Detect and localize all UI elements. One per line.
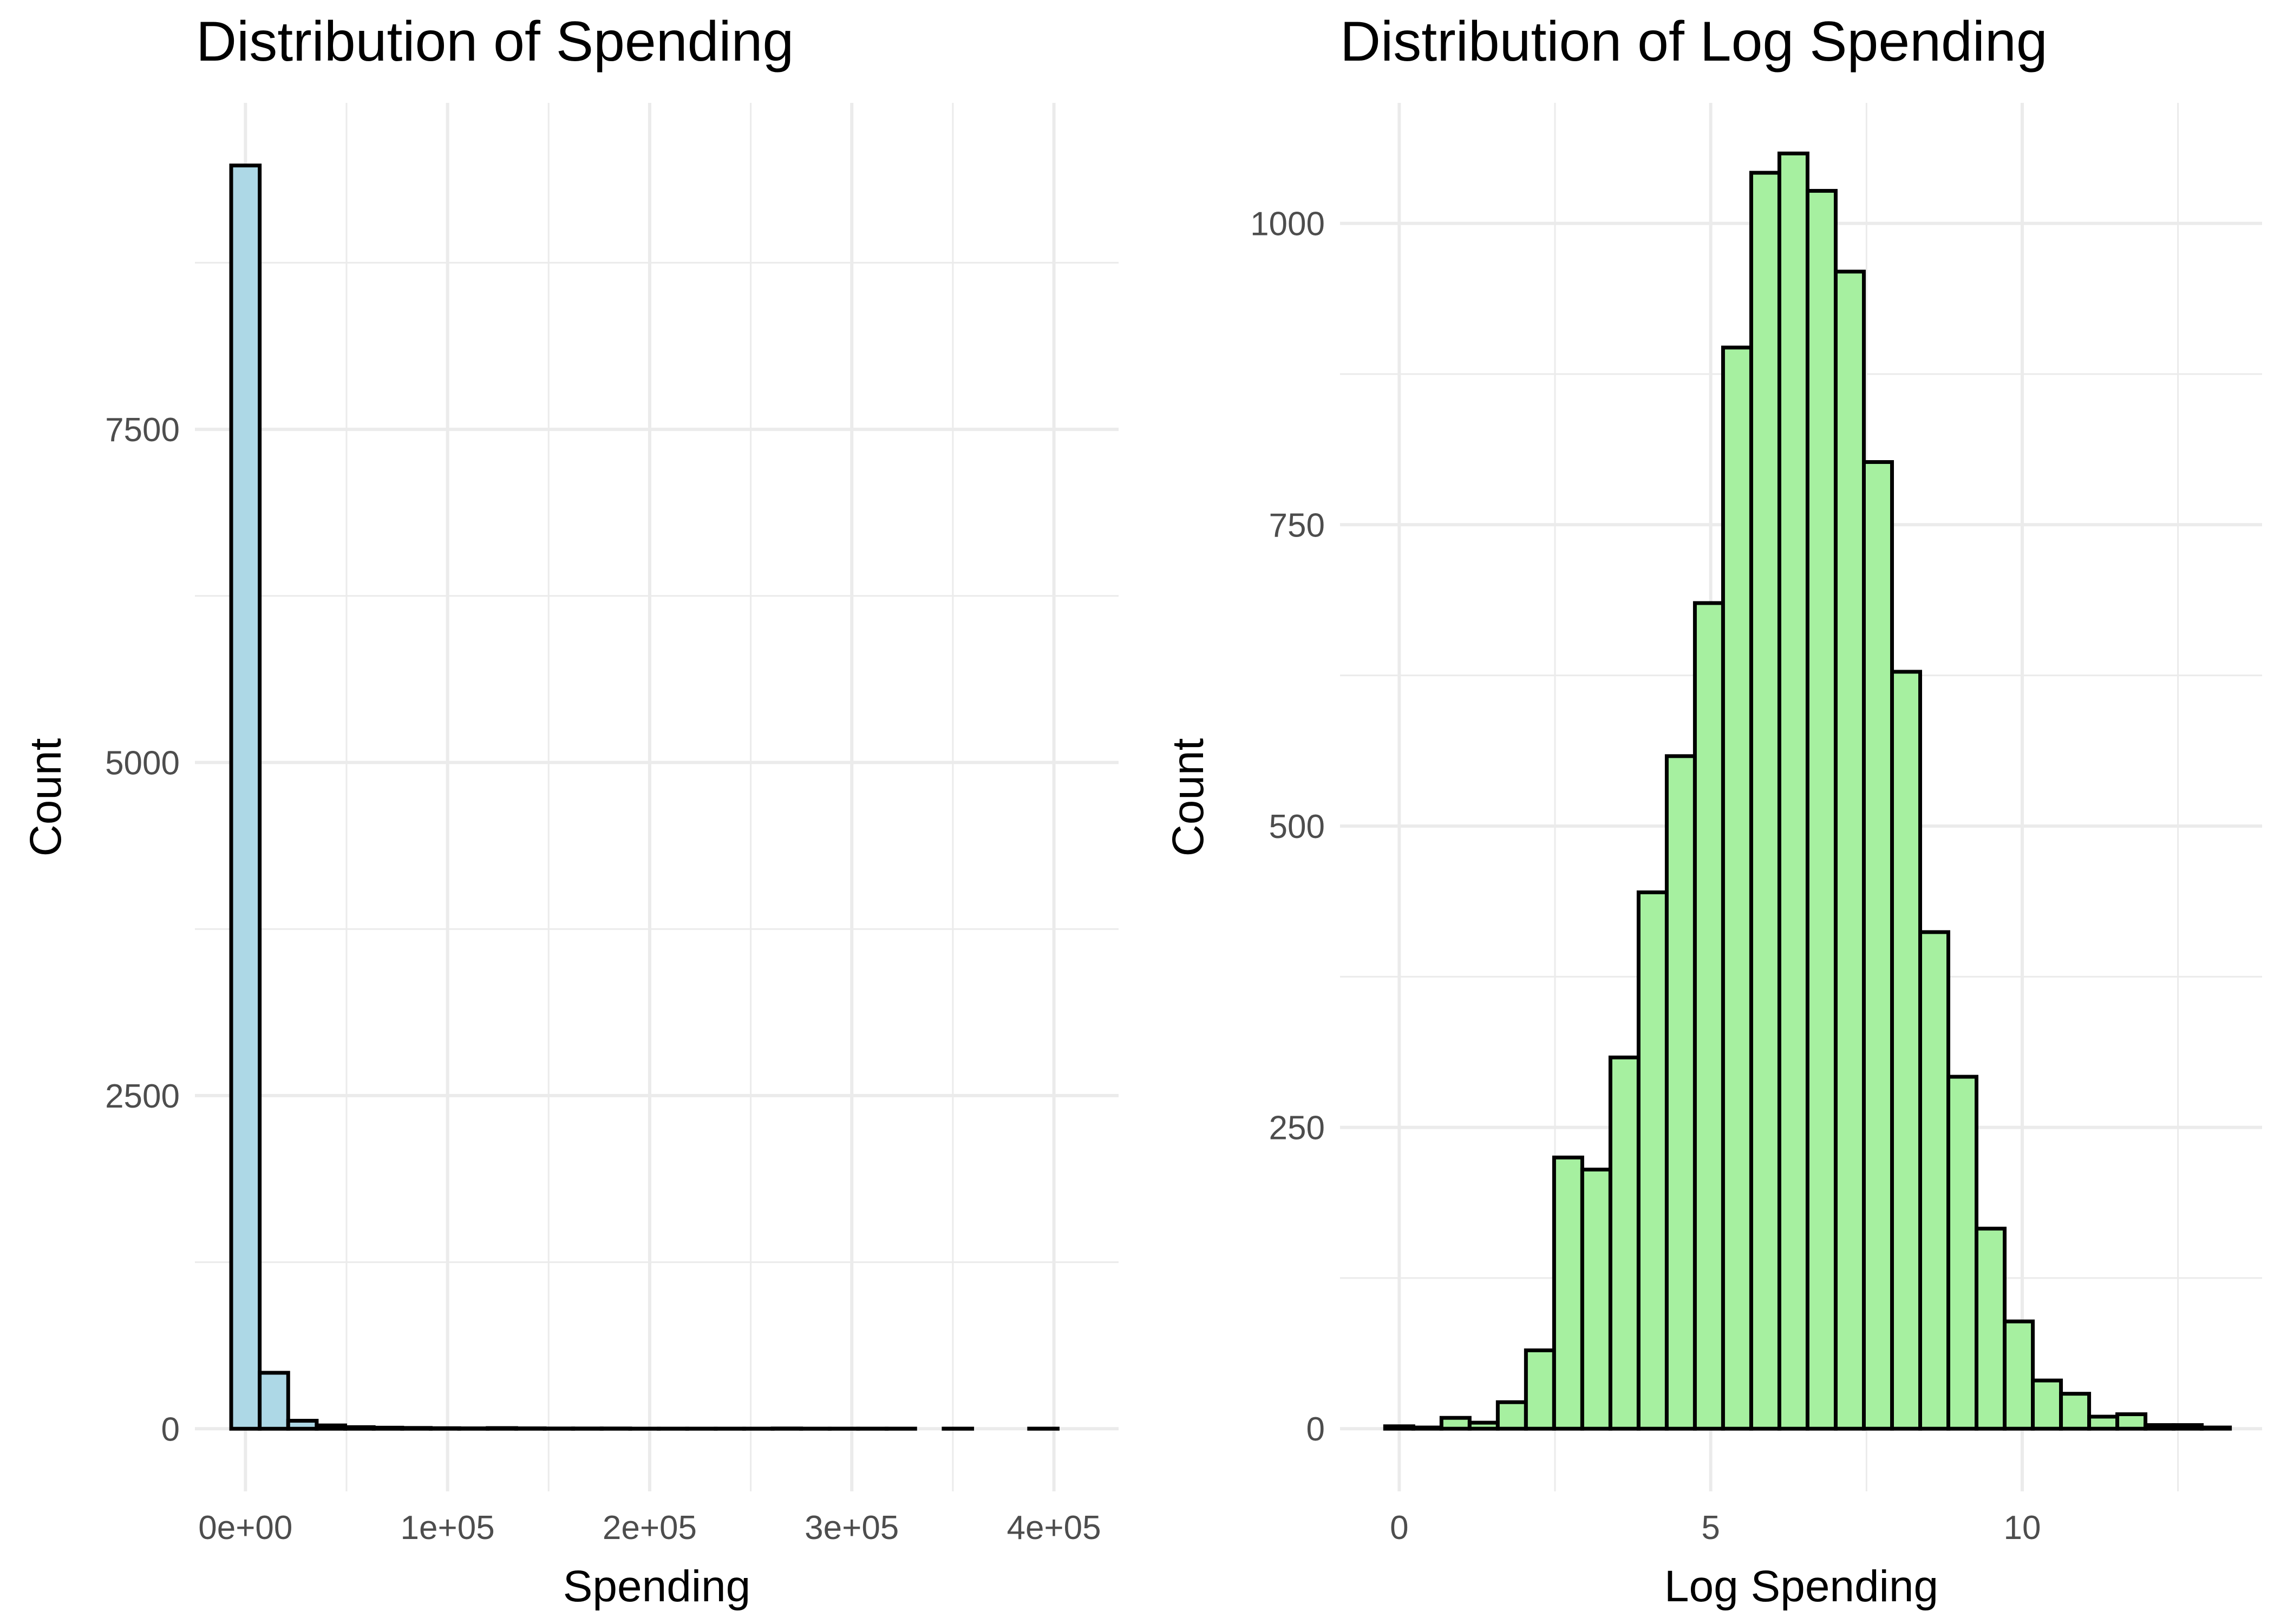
spending-bar <box>486 1426 518 1431</box>
spending-chart-title: Distribution of Spending <box>196 10 794 73</box>
log-spending-x-tick-labels: 0 5 10 <box>1390 1509 2041 1547</box>
log-spending-bars <box>1383 152 2232 1431</box>
log-spending-bar <box>1467 1420 1500 1431</box>
log-spending-bar <box>1946 1075 1979 1431</box>
log-spending-bar <box>2087 1415 2120 1431</box>
log-spending-bar <box>1975 1227 2007 1431</box>
log-spending-bar <box>2115 1412 2148 1431</box>
spending-bar <box>400 1426 433 1431</box>
log-spending-bar <box>1608 1055 1641 1431</box>
spending-x-axis-label: Spending <box>563 1562 751 1611</box>
log-spending-y-tick-label: 750 <box>1269 507 1325 544</box>
spending-y-tick-label: 7500 <box>105 411 180 449</box>
spending-bar <box>428 1426 461 1431</box>
log-spending-bar <box>1636 890 1669 1431</box>
spending-y-tick-labels: 0 2500 5000 7500 <box>105 411 180 1448</box>
log-spending-bar <box>2031 1378 2063 1431</box>
log-spending-bar <box>1580 1168 1612 1431</box>
log-spending-y-tick-label: 250 <box>1269 1110 1325 1147</box>
log-spending-x-axis-label: Log Spending <box>1664 1562 1938 1611</box>
log-spending-x-tick-label: 0 <box>1390 1509 1408 1547</box>
log-spending-bar <box>2003 1319 2035 1431</box>
log-spending-histogram-panel: 0 250 500 750 1000 0 5 10 Distribution of Log … <box>1164 10 2262 1611</box>
spending-bar <box>371 1425 404 1431</box>
log-spending-bar <box>1664 754 1697 1431</box>
log-spending-bar <box>1805 189 1838 1431</box>
log-spending-bar <box>2200 1425 2232 1431</box>
log-spending-bar <box>2144 1423 2176 1431</box>
spending-bar <box>258 1371 290 1431</box>
log-spending-bar <box>1495 1400 1528 1431</box>
log-spending-x-tick-label: 5 <box>1701 1509 1720 1547</box>
log-spending-bar <box>1411 1425 1443 1431</box>
spending-x-tick-label: 4e+05 <box>1007 1509 1101 1547</box>
spending-y-tick-label: 5000 <box>105 744 180 782</box>
log-spending-bar <box>1383 1424 1415 1431</box>
log-spending-bar <box>1552 1155 1584 1431</box>
log-spending-y-tick-label: 1000 <box>1250 206 1325 243</box>
spending-x-tick-label: 2e+05 <box>603 1509 697 1547</box>
log-spending-bar <box>1861 460 1894 1431</box>
log-spending-chart-title: Distribution of Log Spending <box>1340 10 2048 73</box>
log-spending-bar <box>1890 670 1923 1431</box>
log-spending-bar <box>1833 270 1866 1431</box>
log-spending-bar <box>1777 152 1809 1431</box>
log-spending-y-tick-labels: 0 250 500 750 1000 <box>1250 206 1325 1449</box>
spending-y-tick-label: 0 <box>161 1411 180 1448</box>
log-spending-bar <box>1918 930 1951 1431</box>
spending-y-tick-label: 2500 <box>105 1078 180 1115</box>
spending-gridlines <box>195 103 1119 1491</box>
log-spending-bar <box>2172 1423 2204 1431</box>
log-spending-bar <box>1693 601 1725 1431</box>
spending-x-tick-labels: 0e+00 1e+05 2e+05 3e+05 4e+05 <box>198 1509 1101 1547</box>
spending-y-axis-label: Count <box>21 738 70 856</box>
spending-bar <box>229 163 262 1431</box>
spending-bar <box>286 1419 319 1431</box>
log-spending-bar <box>1439 1416 1472 1431</box>
log-spending-bar <box>2059 1392 2092 1431</box>
spending-x-tick-label: 1e+05 <box>401 1509 495 1547</box>
spending-bars <box>229 163 1060 1431</box>
log-spending-y-tick-label: 0 <box>1306 1411 1325 1448</box>
log-spending-y-axis-label: Count <box>1164 738 1213 856</box>
spending-x-tick-label: 0e+00 <box>198 1509 292 1547</box>
spending-bar <box>315 1423 348 1431</box>
log-spending-bar <box>1524 1348 1556 1431</box>
log-spending-bar <box>1749 171 1781 1431</box>
spending-bar <box>343 1425 376 1431</box>
log-spending-y-tick-label: 500 <box>1269 808 1325 846</box>
log-spending-bar <box>1721 345 1753 1431</box>
spending-x-tick-label: 3e+05 <box>805 1509 899 1547</box>
log-spending-x-tick-label: 10 <box>2004 1509 2041 1547</box>
